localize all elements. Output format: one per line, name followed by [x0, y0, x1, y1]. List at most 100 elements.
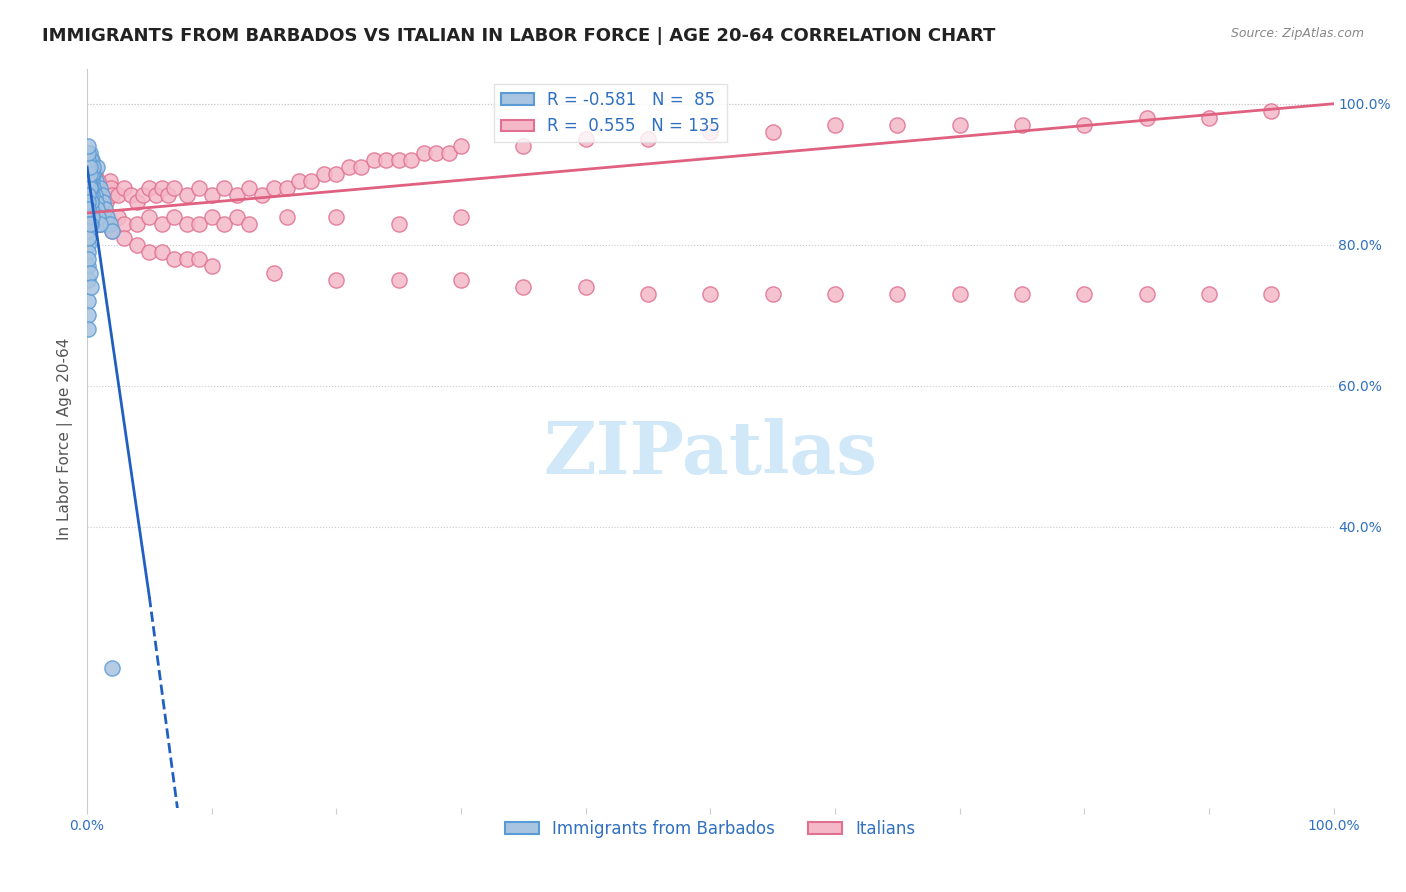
Point	[325, 210, 347, 224]
Point	[80, 167, 103, 181]
Point	[93, 202, 115, 217]
Point	[312, 167, 335, 181]
Point	[77, 174, 100, 188]
Point	[101, 660, 124, 674]
Text: ZIPatlas: ZIPatlas	[543, 417, 877, 489]
Point	[101, 188, 124, 202]
Point	[83, 202, 105, 217]
Point	[80, 160, 103, 174]
Point	[575, 132, 598, 146]
Point	[80, 202, 103, 217]
Point	[948, 287, 970, 301]
Point	[150, 244, 173, 259]
Point	[288, 174, 311, 188]
Point	[188, 181, 211, 195]
Point	[150, 181, 173, 195]
Point	[79, 160, 101, 174]
Point	[77, 188, 100, 202]
Point	[84, 210, 107, 224]
Point	[388, 153, 411, 168]
Point	[101, 224, 124, 238]
Point	[77, 252, 100, 266]
Point	[201, 188, 224, 202]
Point	[86, 188, 108, 202]
Point	[83, 202, 105, 217]
Point	[263, 181, 285, 195]
Point	[77, 202, 100, 217]
Point	[77, 139, 100, 153]
Point	[399, 153, 422, 168]
Point	[79, 181, 101, 195]
Point	[82, 160, 104, 174]
Point	[350, 160, 373, 174]
Point	[176, 252, 198, 266]
Point	[450, 273, 472, 287]
Point	[80, 188, 103, 202]
Point	[96, 210, 118, 224]
Point	[107, 188, 129, 202]
Point	[83, 167, 105, 181]
Point	[150, 217, 173, 231]
Point	[82, 188, 104, 202]
Point	[412, 146, 434, 161]
Point	[77, 195, 100, 210]
Point	[375, 153, 398, 168]
Point	[79, 181, 101, 195]
Point	[1198, 111, 1220, 125]
Point	[450, 139, 472, 153]
Point	[80, 167, 103, 181]
Point	[1135, 287, 1157, 301]
Point	[157, 188, 180, 202]
Point	[83, 181, 105, 195]
Point	[80, 160, 103, 174]
Point	[82, 181, 104, 195]
Point	[1260, 103, 1282, 118]
Point	[84, 195, 107, 210]
Point	[77, 153, 100, 168]
Point	[77, 308, 100, 322]
Point	[87, 210, 110, 224]
Point	[212, 181, 235, 195]
Point	[84, 195, 107, 210]
Point	[1073, 287, 1095, 301]
Point	[80, 153, 103, 168]
Point	[80, 280, 103, 294]
Point	[87, 210, 110, 224]
Point	[87, 217, 110, 231]
Point	[637, 287, 659, 301]
Point	[87, 174, 110, 188]
Point	[107, 210, 129, 224]
Text: Source: ZipAtlas.com: Source: ZipAtlas.com	[1230, 27, 1364, 40]
Point	[101, 217, 124, 231]
Point	[238, 217, 260, 231]
Point	[80, 202, 103, 217]
Point	[575, 280, 598, 294]
Point	[325, 167, 347, 181]
Point	[83, 188, 105, 202]
Point	[145, 188, 167, 202]
Point	[79, 188, 101, 202]
Text: IMMIGRANTS FROM BARBADOS VS ITALIAN IN LABOR FORCE | AGE 20-64 CORRELATION CHART: IMMIGRANTS FROM BARBADOS VS ITALIAN IN L…	[42, 27, 995, 45]
Point	[77, 181, 100, 195]
Point	[125, 217, 148, 231]
Point	[77, 146, 100, 161]
Point	[437, 146, 460, 161]
Point	[87, 210, 110, 224]
Point	[84, 174, 107, 188]
Point	[93, 188, 115, 202]
Point	[90, 210, 112, 224]
Point	[80, 181, 103, 195]
Point	[87, 195, 110, 210]
Point	[699, 125, 721, 139]
Point	[97, 188, 120, 202]
Point	[250, 188, 273, 202]
Point	[79, 146, 101, 161]
Point	[188, 252, 211, 266]
Point	[77, 174, 100, 188]
Point	[77, 160, 100, 174]
Point	[363, 153, 385, 168]
Point	[86, 195, 108, 210]
Point	[80, 160, 103, 174]
Point	[163, 181, 186, 195]
Point	[80, 217, 103, 231]
